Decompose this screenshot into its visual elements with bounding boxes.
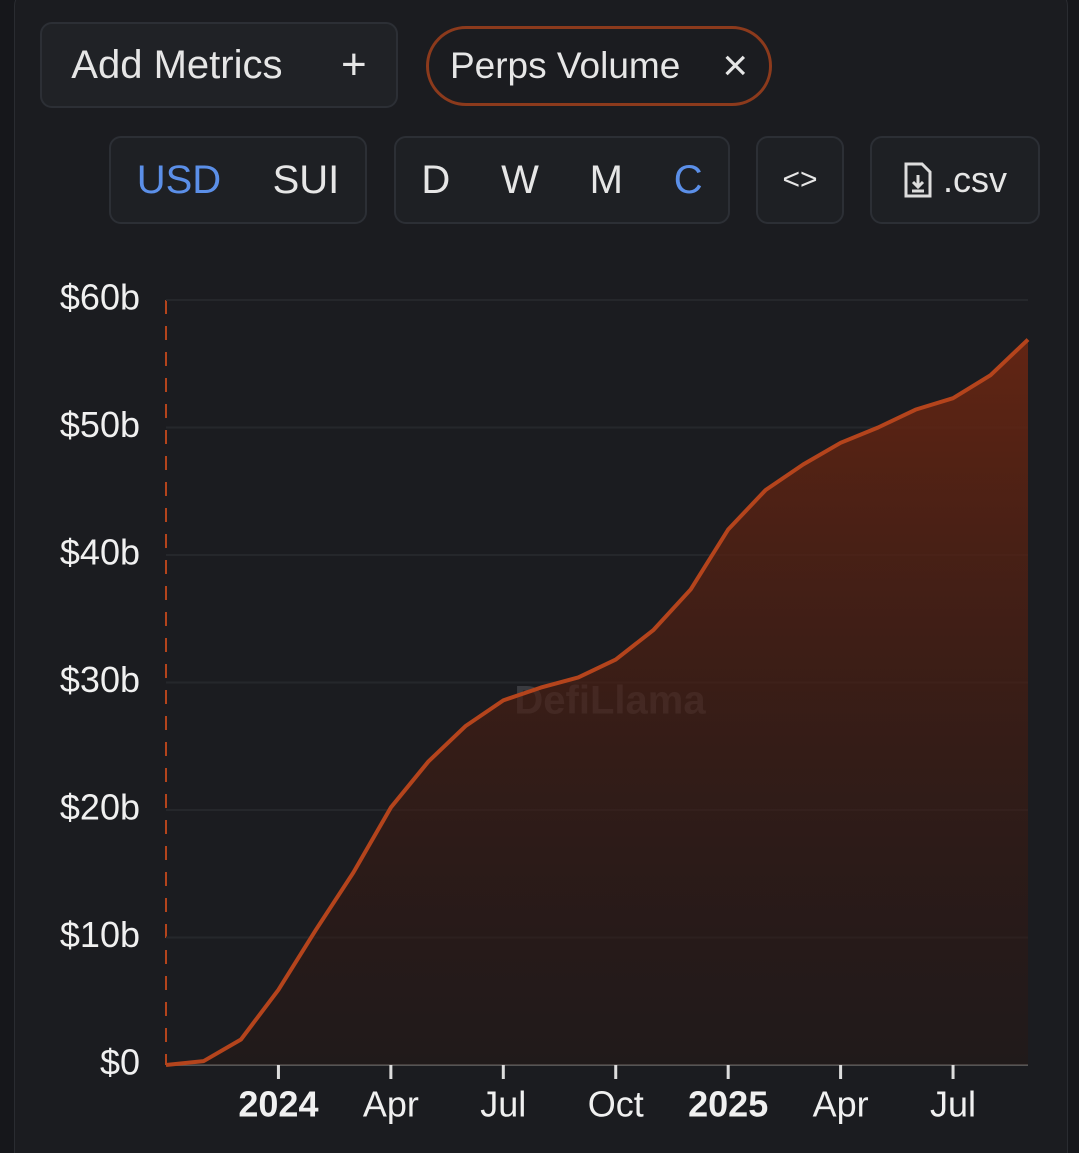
remove-icon[interactable]: × [722,41,749,90]
x-tick-label: Jul [930,1084,976,1125]
icon: + [341,40,367,89]
line [165,338,1030,1067]
area [166,339,1028,1065]
x-tick-label: 2025 [688,1084,768,1125]
y-tick-label: $50b [60,404,140,445]
metric-chip[interactable]: Perps Volume × [426,26,772,106]
x-tick-label: Jul [480,1084,526,1125]
x-tick-label: Oct [588,1084,644,1125]
x-tick-label: 2024 [238,1084,318,1125]
x-tick-label: Apr [363,1084,419,1125]
label: Perps Volume [449,45,681,86]
file-icon [904,162,932,198]
toggle-option[interactable]: D [421,157,451,202]
y-tick-label: $10b [60,914,140,955]
x-tick-label: Apr [813,1084,869,1125]
y-tick-label: $0 [100,1042,140,1083]
toggle-option[interactable]: C [673,157,703,202]
toggle-option[interactable]: USD [136,157,222,202]
csv-button[interactable]: .csv [870,136,1040,224]
currency-toggle: USD SUI [109,136,367,224]
y-tick-label: $60b [60,277,140,318]
y-tick-label: $40b [60,532,140,573]
toggle-option[interactable]: M [589,157,623,202]
label: <> [782,163,818,196]
toggle-option[interactable]: SUI [272,157,340,202]
toggle-option[interactable]: W [501,157,539,202]
embed-button[interactable]: <> [756,136,844,224]
y-tick-label: $30b [60,659,140,700]
label: Add Metrics [71,42,283,87]
y-tick-label: $20b [60,787,140,828]
add-metrics-button[interactable]: Add Metrics + [40,22,398,108]
label: .csv [942,159,1007,200]
